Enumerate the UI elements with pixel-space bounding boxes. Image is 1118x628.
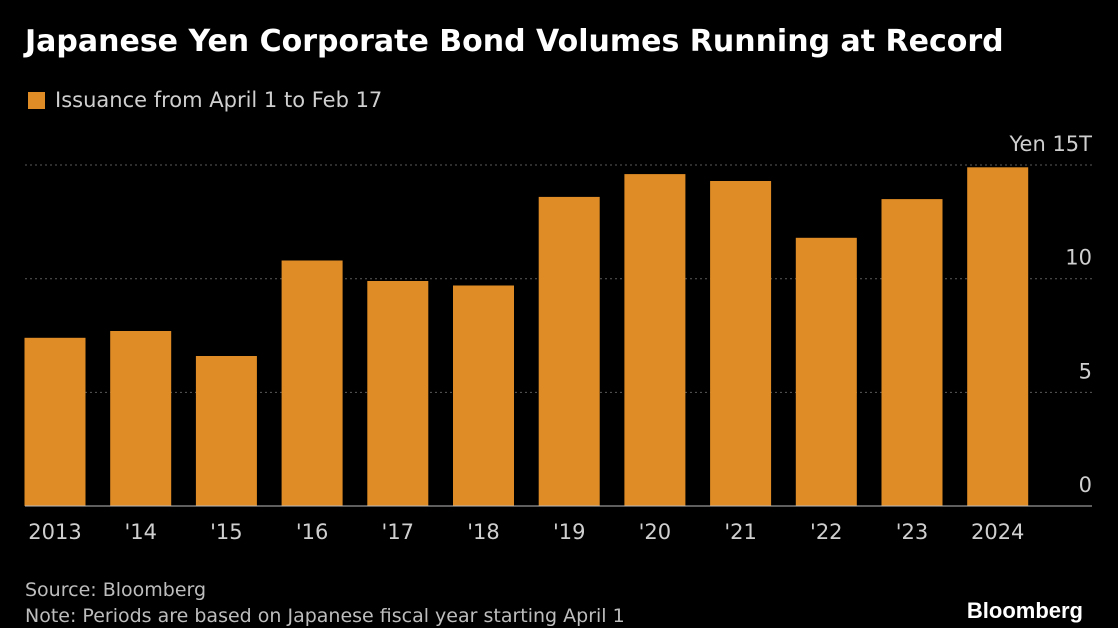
bar (538, 196, 600, 506)
y-tick-label: 5 (1079, 359, 1092, 383)
x-tick-label: '16 (296, 520, 329, 544)
x-tick-label: '20 (639, 520, 672, 544)
y-tick-label: 0 (1079, 473, 1092, 497)
bar (281, 260, 343, 506)
bar (195, 356, 257, 506)
bar (367, 281, 429, 506)
bar (110, 331, 172, 506)
x-tick-label: '22 (810, 520, 843, 544)
bloomberg-logo: Bloomberg (966, 598, 1083, 623)
x-tick-label: '15 (210, 520, 243, 544)
y-tick-label: 10 (1065, 246, 1092, 270)
x-tick-label: '23 (896, 520, 929, 544)
bar (795, 237, 857, 507)
x-tick-label: 2024 (971, 520, 1024, 544)
y-axis-ticks: 0 5 10 Yen 15T (1009, 132, 1093, 497)
source-text: Source: Bloomberg (25, 579, 207, 601)
legend-label: Issuance from April 1 to Feb 17 (55, 88, 383, 112)
x-tick-label: 2013 (28, 520, 81, 544)
bar (967, 167, 1029, 507)
x-tick-label: '19 (553, 520, 586, 544)
x-tick-label: '18 (467, 520, 500, 544)
bar (453, 285, 514, 506)
bar (881, 199, 943, 506)
x-axis-ticks: 2013 '14 '15 '16 '17 '18 '19 '20 '21 '22 '23 2024 (28, 520, 1024, 544)
bars (24, 167, 1029, 507)
note-text: Note: Periods are based on Japanese fisc… (25, 605, 625, 627)
x-tick-label: '21 (724, 520, 757, 544)
bar (24, 337, 86, 506)
chart-title: Japanese Yen Corporate Bond Volumes Runn… (25, 24, 1004, 59)
x-tick-label: '17 (382, 520, 415, 544)
legend-swatch (28, 91, 45, 109)
bar (710, 181, 772, 506)
y-tick-label: Yen 15T (1009, 132, 1093, 156)
bar (624, 174, 686, 506)
legend: Issuance from April 1 to Feb 17 (28, 86, 382, 114)
x-tick-label: '14 (124, 520, 157, 544)
